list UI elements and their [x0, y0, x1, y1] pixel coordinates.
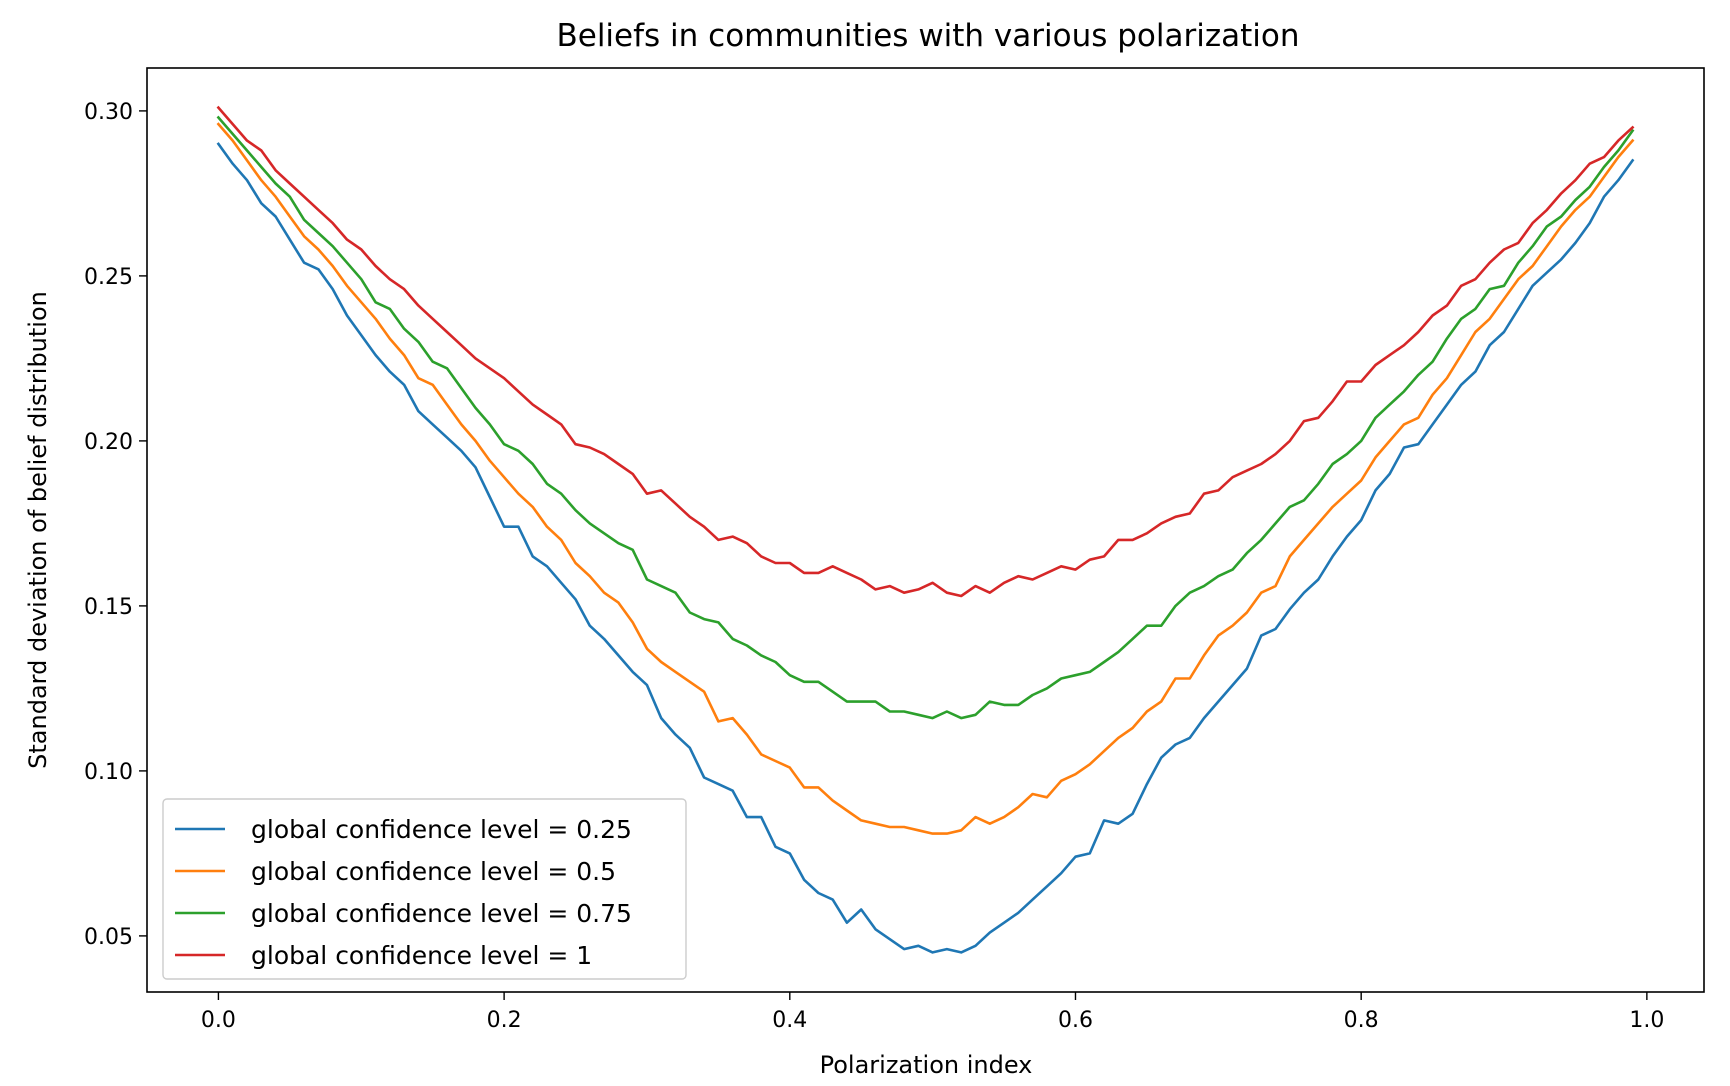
- x-tick-label: 0.6: [1058, 1008, 1093, 1033]
- x-axis-ticks: 0.0 0.2 0.4 0.6 0.8 1.0: [201, 992, 1664, 1033]
- series-line-2: [216, 115, 1635, 720]
- y-tick-label: 0.10: [84, 760, 133, 785]
- legend: global confidence level = 0.25 global con…: [162, 798, 687, 980]
- x-tick-label: 0.2: [487, 1008, 522, 1033]
- x-tick-label: 1.0: [1629, 1008, 1664, 1033]
- plot-frame: [146, 67, 1705, 993]
- y-tick-label: 0.05: [84, 925, 133, 950]
- y-tick-label: 0.30: [84, 100, 133, 125]
- legend-label-3: global confidence level = 1: [251, 941, 592, 970]
- plot-lines: [216, 105, 1635, 954]
- legend-label-2: global confidence level = 0.75: [251, 899, 632, 928]
- legend-box: [162, 798, 687, 980]
- x-tick-label: 0.0: [201, 1008, 236, 1033]
- y-axis-label: Standard deviation of belief distributio…: [24, 291, 52, 769]
- legend-label-0: global confidence level = 0.25: [251, 815, 632, 844]
- series-line-1: [216, 122, 1635, 835]
- x-tick-label: 0.8: [1344, 1008, 1379, 1033]
- chart-title: Beliefs in communities with various pola…: [556, 18, 1299, 54]
- series-line-0: [216, 142, 1635, 954]
- series-line-3: [216, 105, 1635, 598]
- y-tick-label: 0.25: [84, 265, 133, 290]
- y-tick-label: 0.20: [84, 430, 133, 455]
- y-tick-label: 0.15: [84, 595, 133, 620]
- y-axis-ticks: 0.05 0.10 0.15 0.20 0.25 0.30: [84, 100, 147, 950]
- x-axis-label: Polarization index: [820, 1051, 1033, 1079]
- legend-label-1: global confidence level = 0.5: [251, 857, 616, 886]
- x-tick-label: 0.4: [772, 1008, 807, 1033]
